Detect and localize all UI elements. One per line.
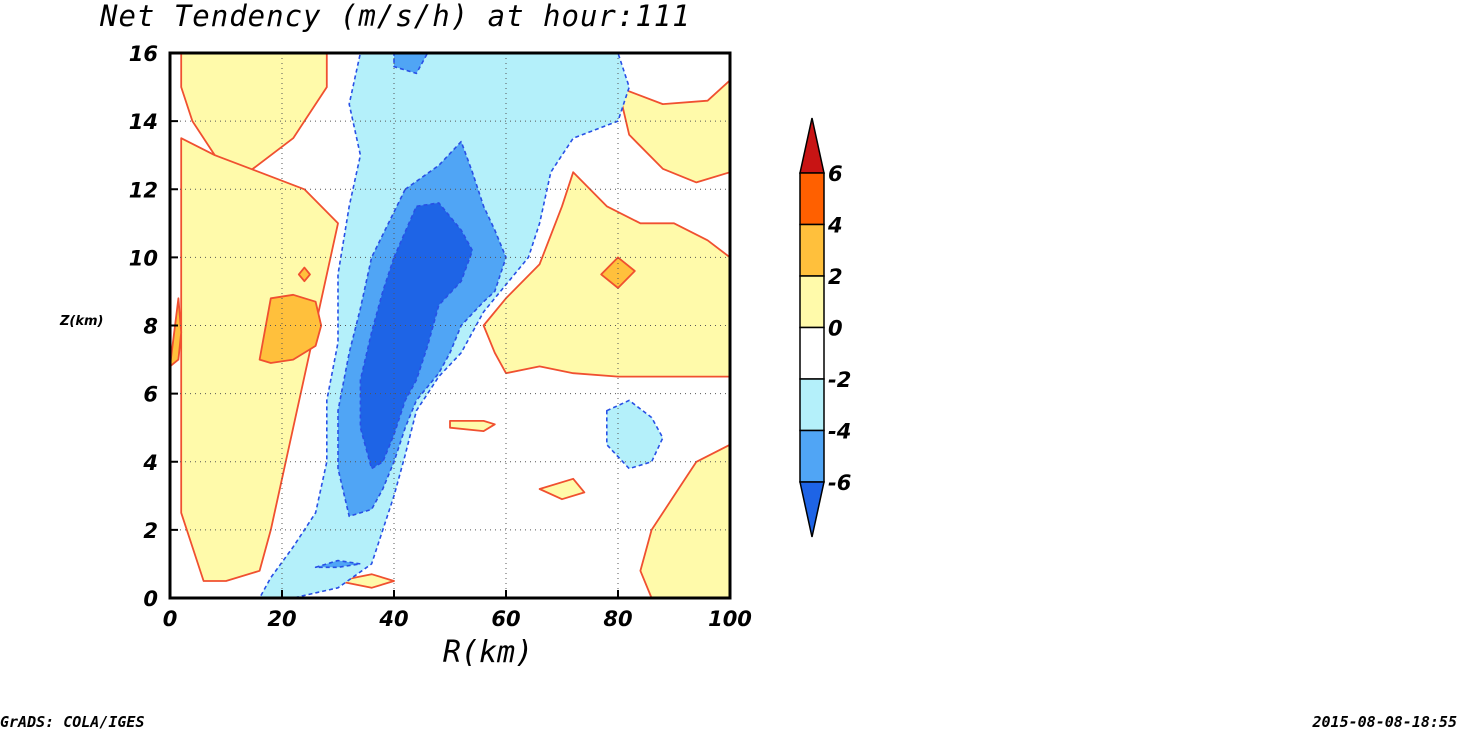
y-tick-label: 4: [142, 451, 158, 475]
contour-region-14: [258, 293, 323, 364]
contour-region-6: [538, 477, 586, 501]
footer-software: GrADS: COLA/IGES: [0, 713, 145, 731]
contour-region-5: [449, 419, 496, 433]
y-tick-label: 2: [143, 519, 158, 543]
colorbar-label: -2: [828, 368, 851, 392]
colorbar-box: [799, 378, 825, 432]
colorbar-label: -4: [828, 420, 851, 444]
x-axis-label: R(km): [443, 635, 533, 670]
colorbar-box: [799, 223, 825, 277]
contour-region-16: [600, 256, 636, 289]
contour-region-15: [297, 266, 311, 283]
contour-region-12: [314, 559, 362, 569]
contour-region-7: [337, 573, 395, 589]
colorbar-label: 0: [828, 317, 843, 341]
footer-timestamp: 2015-08-08-18:55: [1312, 713, 1458, 731]
y-axis-ticks: 0 2 4 6 8 10 12 14 16: [129, 42, 178, 611]
y-tick-label: 0: [143, 587, 158, 611]
x-tick-label: 100: [708, 607, 752, 631]
contour-region-17: [170, 297, 183, 368]
y-tick-label: 12: [129, 178, 158, 202]
contour-region-9: [605, 399, 664, 470]
x-tick-label: 0: [163, 607, 178, 631]
x-tick-label: 20: [267, 607, 296, 631]
colorbar-label: 4: [827, 214, 843, 238]
y-tick-label: 14: [129, 110, 158, 134]
y-tick-label: 6: [143, 383, 158, 407]
colorbar-bottom-arrow: [799, 481, 825, 538]
y-tick-label: 16: [129, 42, 158, 66]
x-axis-ticks: 0 20 40 60 80 100: [163, 590, 752, 631]
colorbar-label: 2: [828, 265, 843, 289]
colorbar-label: -6: [828, 471, 851, 495]
colorbar-top-arrow: [799, 117, 825, 174]
contour-region-3: [617, 79, 730, 184]
colorbar-box: [799, 172, 825, 226]
y-tick-label: 8: [143, 315, 158, 339]
gridlines: [170, 53, 730, 598]
y-axis-label: Z(km): [59, 314, 104, 329]
colorbar-box: [799, 275, 825, 329]
contour-fills: [170, 53, 730, 598]
chart-title: Net Tendency (m/s/h) at hour:111: [99, 0, 691, 33]
x-tick-label: 80: [603, 607, 632, 631]
x-tick-label: 60: [491, 607, 520, 631]
colorbar-box: [799, 429, 825, 483]
colorbar-box: [799, 326, 825, 380]
contour-region-10: [393, 53, 429, 75]
x-tick-label: 40: [378, 607, 408, 631]
contour-region-4: [639, 443, 730, 598]
y-tick-label: 10: [129, 246, 158, 270]
contour-region-13: [359, 202, 474, 470]
colorbar-label: 6: [828, 162, 843, 186]
colorbar-legend: 6 4 2 0 -2 -4 -6: [799, 117, 851, 538]
